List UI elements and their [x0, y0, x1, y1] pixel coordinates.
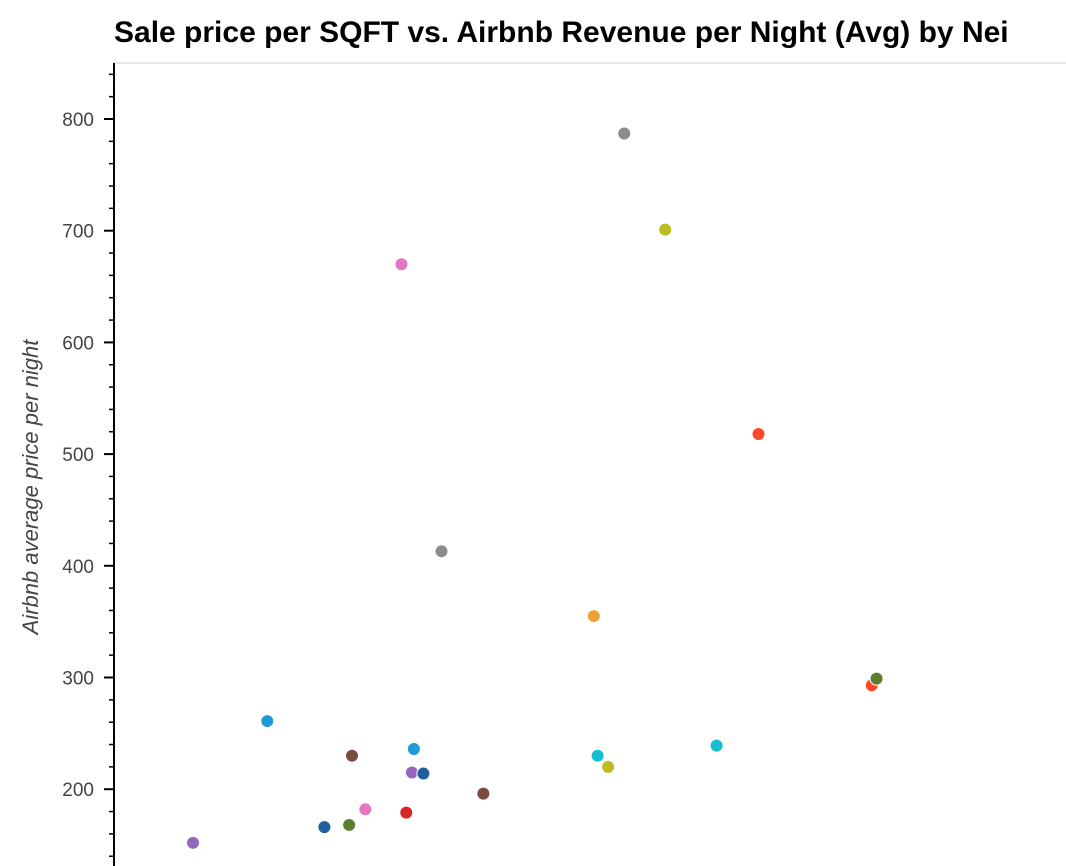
y-axis-label: Airbnb average price per night — [18, 339, 43, 637]
data-point[interactable] — [394, 257, 409, 272]
chart-title: Sale price per SQFT vs. Airbnb Revenue p… — [114, 16, 1009, 49]
data-point[interactable] — [260, 714, 275, 729]
data-points — [186, 126, 884, 850]
y-tick-label: 600 — [62, 333, 94, 354]
data-point[interactable] — [416, 766, 431, 781]
data-point[interactable] — [342, 817, 357, 832]
data-point[interactable] — [590, 748, 605, 763]
y-tick-label: 300 — [62, 669, 94, 690]
y-axis-tick-labels: 200 300 400 500 600 700 800 — [62, 110, 94, 801]
y-tick-label: 200 — [62, 780, 94, 801]
y-tick-label: 500 — [62, 445, 94, 466]
data-point[interactable] — [658, 222, 673, 237]
data-point[interactable] — [869, 671, 884, 686]
data-point[interactable] — [358, 802, 373, 817]
data-point[interactable] — [709, 738, 724, 753]
data-point[interactable] — [317, 820, 332, 835]
data-point[interactable] — [751, 426, 766, 441]
data-point[interactable] — [601, 759, 616, 774]
data-point[interactable] — [399, 805, 414, 820]
data-point[interactable] — [617, 126, 632, 141]
data-point[interactable] — [345, 748, 359, 763]
data-point[interactable] — [434, 544, 449, 559]
data-point[interactable] — [586, 609, 601, 624]
y-tick-label: 400 — [62, 557, 94, 578]
y-tick-label: 800 — [62, 110, 94, 131]
y-axis-ticks — [104, 73, 114, 857]
data-point[interactable] — [186, 835, 201, 850]
data-point[interactable] — [406, 741, 421, 756]
y-tick-label: 700 — [62, 222, 94, 243]
data-point[interactable] — [476, 786, 491, 801]
